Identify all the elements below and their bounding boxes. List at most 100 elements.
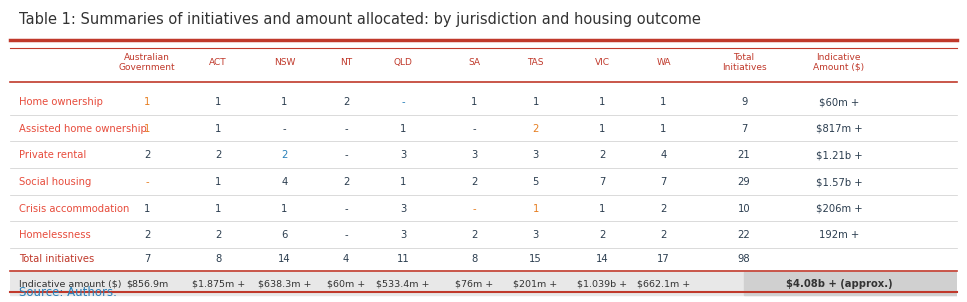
Text: 5: 5 xyxy=(533,177,539,187)
Text: $1.039b +: $1.039b + xyxy=(577,279,627,288)
Text: 11: 11 xyxy=(396,254,409,264)
Text: 6: 6 xyxy=(281,230,287,240)
Text: 1: 1 xyxy=(399,177,406,187)
Text: 9: 9 xyxy=(741,97,747,107)
Text: 1: 1 xyxy=(399,124,406,134)
Text: 1: 1 xyxy=(599,204,605,214)
Text: 2: 2 xyxy=(471,230,477,240)
Text: 3: 3 xyxy=(399,230,406,240)
Text: TAS: TAS xyxy=(527,58,543,67)
Text: 1: 1 xyxy=(281,97,287,107)
Text: 1: 1 xyxy=(471,97,477,107)
Text: Indicative amount ($): Indicative amount ($) xyxy=(19,279,122,288)
Text: 2: 2 xyxy=(144,150,150,160)
Text: 17: 17 xyxy=(658,254,670,264)
Text: 7: 7 xyxy=(660,177,666,187)
Text: Home ownership: Home ownership xyxy=(19,97,103,107)
Text: 3: 3 xyxy=(533,150,539,160)
Text: $638.3m +: $638.3m + xyxy=(258,279,311,288)
Text: 1: 1 xyxy=(533,204,539,214)
Text: 1: 1 xyxy=(144,204,150,214)
Text: Indicative
Amount ($): Indicative Amount ($) xyxy=(813,53,864,72)
Text: 4: 4 xyxy=(281,177,287,187)
Text: 22: 22 xyxy=(738,230,750,240)
Text: Assisted home ownership: Assisted home ownership xyxy=(19,124,147,134)
Text: 7: 7 xyxy=(741,124,747,134)
Text: $856.9m: $856.9m xyxy=(126,279,168,288)
Text: 29: 29 xyxy=(738,177,750,187)
Text: -: - xyxy=(344,124,348,134)
Text: 3: 3 xyxy=(533,230,539,240)
Text: NSW: NSW xyxy=(274,58,295,67)
Text: 2: 2 xyxy=(533,124,539,134)
Text: $60m +: $60m + xyxy=(819,97,859,107)
Text: 192m +: 192m + xyxy=(819,230,859,240)
Text: 1: 1 xyxy=(144,124,150,134)
Text: 2: 2 xyxy=(599,150,605,160)
Text: NT: NT xyxy=(340,58,352,67)
Text: 14: 14 xyxy=(278,254,291,264)
Text: 10: 10 xyxy=(738,204,750,214)
Text: 3: 3 xyxy=(399,204,406,214)
Text: VIC: VIC xyxy=(595,58,609,67)
Text: 2: 2 xyxy=(599,230,605,240)
Text: Total
Initiatives: Total Initiatives xyxy=(721,53,767,72)
Text: 3: 3 xyxy=(471,150,477,160)
Text: Private rental: Private rental xyxy=(19,150,86,160)
Text: $1.875m +: $1.875m + xyxy=(191,279,245,288)
Text: 2: 2 xyxy=(660,204,666,214)
Text: -: - xyxy=(344,204,348,214)
Text: $201m +: $201m + xyxy=(513,279,558,288)
Text: 1: 1 xyxy=(144,97,150,107)
Text: $206m +: $206m + xyxy=(815,204,863,214)
Text: Homelessness: Homelessness xyxy=(19,230,91,240)
Text: $817m +: $817m + xyxy=(815,124,863,134)
Text: 1: 1 xyxy=(215,204,221,214)
Text: 8: 8 xyxy=(215,254,221,264)
Text: 7: 7 xyxy=(144,254,150,264)
Text: Social housing: Social housing xyxy=(19,177,92,187)
Text: $4.08b + (approx.): $4.08b + (approx.) xyxy=(785,278,893,289)
Text: 2: 2 xyxy=(144,230,150,240)
Text: -: - xyxy=(145,177,149,187)
Text: -: - xyxy=(472,204,476,214)
Text: 15: 15 xyxy=(529,254,542,264)
Text: 1: 1 xyxy=(281,204,287,214)
Text: QLD: QLD xyxy=(394,58,412,67)
Text: -: - xyxy=(472,124,476,134)
Text: SA: SA xyxy=(468,58,480,67)
Text: ACT: ACT xyxy=(209,58,227,67)
Text: 8: 8 xyxy=(471,254,477,264)
Text: $60m +: $60m + xyxy=(327,279,366,288)
Text: 21: 21 xyxy=(738,150,750,160)
Text: Australian
Government: Australian Government xyxy=(119,53,175,72)
Text: 2: 2 xyxy=(660,230,666,240)
Text: 4: 4 xyxy=(660,150,666,160)
Text: 3: 3 xyxy=(399,150,406,160)
Text: Source: Authors.: Source: Authors. xyxy=(19,286,117,299)
Text: 14: 14 xyxy=(596,254,608,264)
Text: 1: 1 xyxy=(599,124,605,134)
Text: 1: 1 xyxy=(599,97,605,107)
Text: 1: 1 xyxy=(660,124,666,134)
Text: 98: 98 xyxy=(738,254,750,264)
Text: 2: 2 xyxy=(471,177,477,187)
Text: -: - xyxy=(344,230,348,240)
Text: $662.1m +: $662.1m + xyxy=(637,279,690,288)
Text: $1.57b +: $1.57b + xyxy=(815,177,863,187)
Text: -: - xyxy=(344,150,348,160)
Bar xyxy=(10,272,957,295)
Text: 2: 2 xyxy=(343,97,349,107)
Text: 1: 1 xyxy=(660,97,666,107)
Text: Table 1: Summaries of initiatives and amount allocated: by jurisdiction and hous: Table 1: Summaries of initiatives and am… xyxy=(19,12,701,27)
Text: 1: 1 xyxy=(215,124,221,134)
Text: $76m +: $76m + xyxy=(454,279,493,288)
Text: -: - xyxy=(282,124,286,134)
Text: 7: 7 xyxy=(599,177,605,187)
Text: Crisis accommodation: Crisis accommodation xyxy=(19,204,130,214)
Text: 1: 1 xyxy=(215,177,221,187)
Text: 2: 2 xyxy=(215,230,221,240)
Text: 2: 2 xyxy=(215,150,221,160)
Text: 4: 4 xyxy=(343,254,349,264)
Text: WA: WA xyxy=(657,58,671,67)
